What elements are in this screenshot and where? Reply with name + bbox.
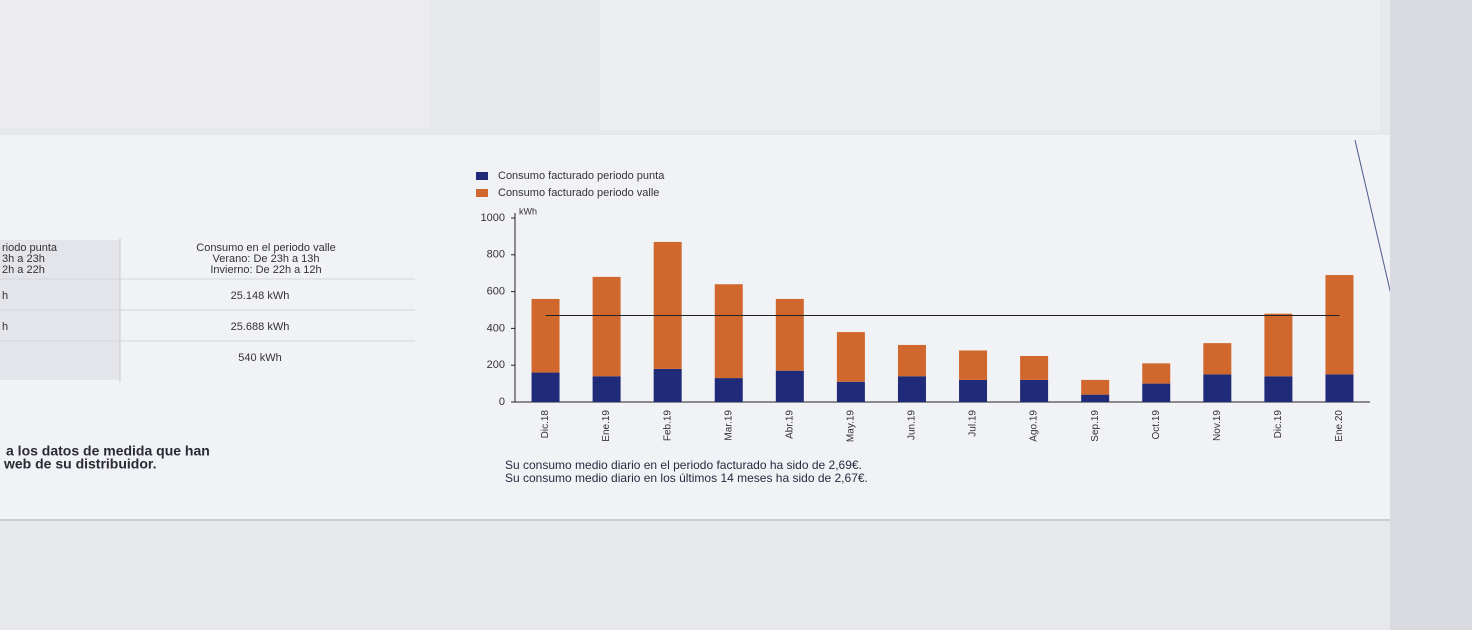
bar-segment <box>1142 383 1171 402</box>
bar-segment <box>1203 374 1232 402</box>
table-header: Verano: De 23h a 13h <box>212 253 319 265</box>
bar-segment <box>531 298 560 373</box>
bar-segment <box>775 370 804 402</box>
table-header: Consumo en el periodo valle <box>196 242 335 254</box>
bar-segment <box>592 276 621 377</box>
bar-segment <box>653 241 682 369</box>
x-tick-label: Sep.19 <box>1090 410 1101 442</box>
note: a los datos de medida que han <box>6 443 210 459</box>
bar-segment <box>897 344 926 377</box>
bar-segment <box>1020 379 1049 402</box>
table-cell: 25.148 kWh <box>231 290 290 302</box>
x-tick-label: Feb.19 <box>662 410 673 442</box>
caption: Su consumo medio diario en los últimos 1… <box>505 471 868 485</box>
x-tick-label: Nov.19 <box>1212 410 1223 441</box>
x-tick-label: May.19 <box>846 410 857 442</box>
legend-label: Consumo facturado periodo punta <box>498 170 665 182</box>
bar-segment <box>836 381 865 402</box>
x-tick-label: Ago.19 <box>1029 410 1040 442</box>
header-block <box>600 0 1380 130</box>
x-tick-label: Dic.19 <box>1273 410 1284 439</box>
table-cell: h <box>2 321 8 333</box>
y-tick-label: 400 <box>487 322 505 334</box>
bar-segment <box>592 376 621 402</box>
x-tick-label: Dic.18 <box>540 410 551 439</box>
y-tick-label: 1000 <box>481 212 505 224</box>
bar-segment <box>1203 343 1232 375</box>
table-header: Invierno: De 22h a 12h <box>210 264 321 276</box>
x-tick-label: Abr.19 <box>784 410 795 439</box>
bar-segment <box>714 378 743 402</box>
table-header: riodo punta <box>2 242 58 254</box>
x-tick-label: Ene.19 <box>601 410 612 442</box>
bar-segment <box>653 368 682 402</box>
x-tick-label: Mar.19 <box>723 410 734 441</box>
bar-segment <box>1325 275 1354 375</box>
bar-segment <box>775 298 804 371</box>
bar-segment <box>1325 374 1354 402</box>
bar-segment <box>959 379 988 402</box>
bar-segment <box>1142 363 1171 384</box>
note: web de su distribuidor. <box>3 456 156 472</box>
y-tick-label: 800 <box>487 249 505 261</box>
y-tick-label: 0 <box>499 396 505 408</box>
bar-segment <box>1264 376 1293 402</box>
header-block <box>0 0 430 128</box>
bar-segment <box>531 372 560 402</box>
bar-segment <box>1081 394 1110 402</box>
y-unit: kWh <box>519 206 537 216</box>
table-cell: 540 kWh <box>238 352 281 364</box>
bar-segment <box>1081 379 1110 395</box>
table-cell: 25.688 kWh <box>231 321 290 333</box>
y-tick-label: 200 <box>487 359 505 371</box>
bar-segment <box>897 376 926 402</box>
y-tick-label: 600 <box>487 286 505 298</box>
bar-segment <box>714 284 743 379</box>
table-header: 2h a 22h <box>2 264 45 276</box>
bar-segment <box>1264 313 1293 377</box>
legend-label: Consumo facturado periodo valle <box>498 187 659 199</box>
legend-swatch <box>476 172 488 180</box>
x-tick-label: Jun.19 <box>907 410 918 440</box>
table-header: 3h a 23h <box>2 253 45 265</box>
legend-swatch <box>476 189 488 197</box>
paper-edge <box>1390 0 1472 630</box>
x-tick-label: Ene.20 <box>1334 410 1345 442</box>
x-tick-label: Oct.19 <box>1151 410 1162 440</box>
bar-segment <box>959 350 988 380</box>
bar-segment <box>836 332 865 382</box>
x-tick-label: Jul.19 <box>968 410 979 437</box>
table-cell: h <box>2 290 8 302</box>
bar-segment <box>1020 356 1049 380</box>
caption: Su consumo medio diario en el periodo fa… <box>505 458 862 472</box>
